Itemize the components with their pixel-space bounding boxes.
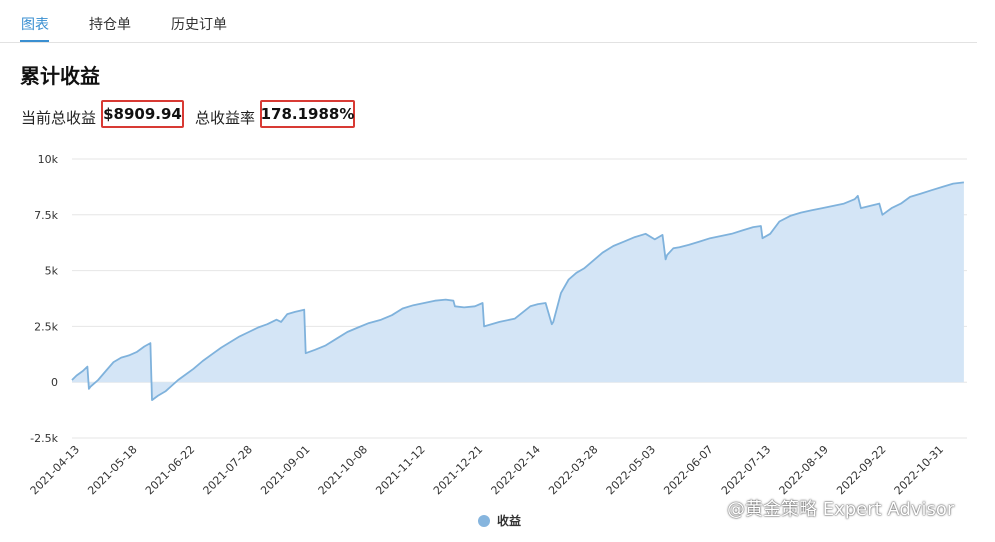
x-tick-label: 2021-04-13 [28, 443, 82, 497]
total-return-value: 178.1988% [260, 100, 355, 128]
y-tick-label: 7.5k [34, 209, 58, 222]
x-tick-label: 2021-11-12 [373, 443, 427, 497]
x-tick-label: 2021-09-01 [258, 443, 312, 497]
x-tick-label: 2022-02-14 [489, 443, 543, 497]
y-tick-label: 2.5k [34, 320, 58, 333]
legend-marker[interactable] [478, 515, 490, 527]
x-tick-label: 2021-05-18 [85, 443, 139, 497]
tab-positions[interactable]: 持仓单 [89, 17, 131, 33]
x-tick-label: 2022-05-03 [604, 443, 658, 497]
x-tick-label: 2022-03-28 [546, 443, 600, 497]
x-tick-label: 2021-12-21 [431, 443, 485, 497]
x-tick-label: 2022-07-13 [719, 443, 773, 497]
y-tick-label: 0 [51, 376, 58, 389]
total-profit-label: 当前总收益 [21, 109, 97, 127]
watermark-text: @黄金策略 Expert Advisor [727, 499, 955, 520]
total-return-label: 总收益率 [195, 109, 256, 127]
legend-label[interactable]: 收益 [497, 514, 522, 528]
page-title: 累计收益 [20, 64, 100, 88]
tab-history-orders[interactable]: 历史订单 [171, 17, 227, 33]
total-profit-value: $8909.94 [101, 100, 184, 128]
x-tick-label: 2021-06-22 [143, 443, 197, 497]
x-tick-label: 2022-10-31 [892, 443, 946, 497]
x-tick-label: 2022-06-07 [661, 443, 715, 497]
active-tab-indicator [20, 40, 49, 42]
x-tick-label: 2022-08-19 [777, 443, 831, 497]
y-tick-label: 5k [45, 265, 59, 278]
tab-chart[interactable]: 图表 [21, 17, 49, 33]
series-line [71, 181, 965, 401]
x-tick-label: 2022-09-22 [834, 443, 888, 497]
series-area [72, 182, 964, 401]
y-tick-label: 10k [38, 153, 59, 166]
tab-bar [0, 0, 977, 43]
x-tick-label: 2021-10-08 [316, 443, 370, 497]
y-tick-label: -2.5k [30, 432, 58, 445]
x-tick-label: 2021-07-28 [201, 443, 255, 497]
